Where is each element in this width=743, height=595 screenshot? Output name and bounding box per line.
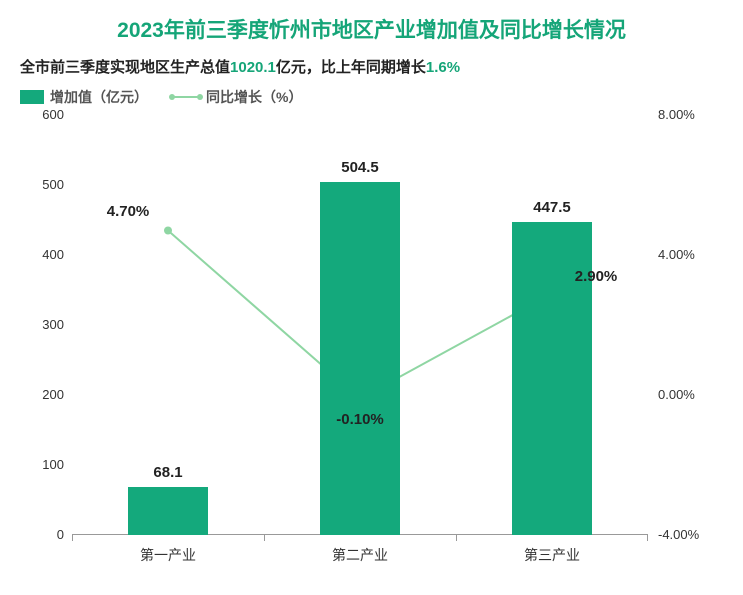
- bar-value-label: 68.1: [153, 464, 182, 481]
- line-value-label: 2.90%: [575, 268, 618, 285]
- subtitle-mid: 亿元，比上年同期增长: [276, 59, 426, 76]
- y-left-tick: 100: [20, 457, 64, 472]
- bar-swatch-icon: [20, 90, 44, 104]
- x-tick: [647, 535, 648, 541]
- y-left-tick: 200: [20, 387, 64, 402]
- y-left-tick: 500: [20, 177, 64, 192]
- chart-container: { "title": { "text": "2023年前三季度忻州市地区产业增加…: [0, 0, 743, 595]
- subtitle-total-value: 1020.1: [230, 59, 276, 76]
- x-category-label: 第一产业: [140, 545, 196, 565]
- subtitle-growth-value: 1.6%: [426, 59, 460, 76]
- line-swatch-icon: [172, 96, 200, 98]
- legend-line-label: 同比增长（%）: [206, 87, 302, 107]
- x-category-label: 第二产业: [332, 545, 388, 565]
- x-tick: [456, 535, 457, 541]
- legend: 增加值（亿元） 同比增长（%）: [20, 87, 723, 107]
- bar: [320, 182, 401, 535]
- chart-subtitle: 全市前三季度实现地区生产总值1020.1亿元，比上年同期增长1.6%: [20, 56, 723, 77]
- legend-bar-label: 增加值（亿元）: [50, 87, 148, 107]
- bar: [128, 487, 209, 535]
- plot-area: 68.1 504.5 447.5 4.70% -0.10% 2.90% 0 100 200 30…: [20, 115, 723, 570]
- plot-inner: 68.1 504.5 447.5 4.70% -0.10% 2.90%: [72, 115, 648, 535]
- y-left-tick: 0: [20, 527, 64, 542]
- y-right-tick: 0.00%: [658, 387, 695, 402]
- y-right-tick: -4.00%: [658, 527, 699, 542]
- y-right-tick: 8.00%: [658, 107, 695, 122]
- x-tick: [264, 535, 265, 541]
- y-right-tick: 4.00%: [658, 247, 695, 262]
- chart-title: 2023年前三季度忻州市地区产业增加值及同比增长情况: [20, 14, 723, 44]
- y-left-tick: 600: [20, 107, 64, 122]
- line-value-label: 4.70%: [107, 203, 150, 220]
- x-tick: [72, 535, 73, 541]
- bar-value-label: 447.5: [533, 199, 571, 216]
- bar-value-label: 504.5: [341, 159, 379, 176]
- legend-item-line: 同比增长（%）: [172, 87, 302, 107]
- subtitle-prefix: 全市前三季度实现地区生产总值: [20, 59, 230, 76]
- y-left-tick: 300: [20, 317, 64, 332]
- legend-item-bar: 增加值（亿元）: [20, 87, 148, 107]
- line-value-label: -0.10%: [336, 411, 384, 428]
- y-left-tick: 400: [20, 247, 64, 262]
- x-category-label: 第三产业: [524, 545, 580, 565]
